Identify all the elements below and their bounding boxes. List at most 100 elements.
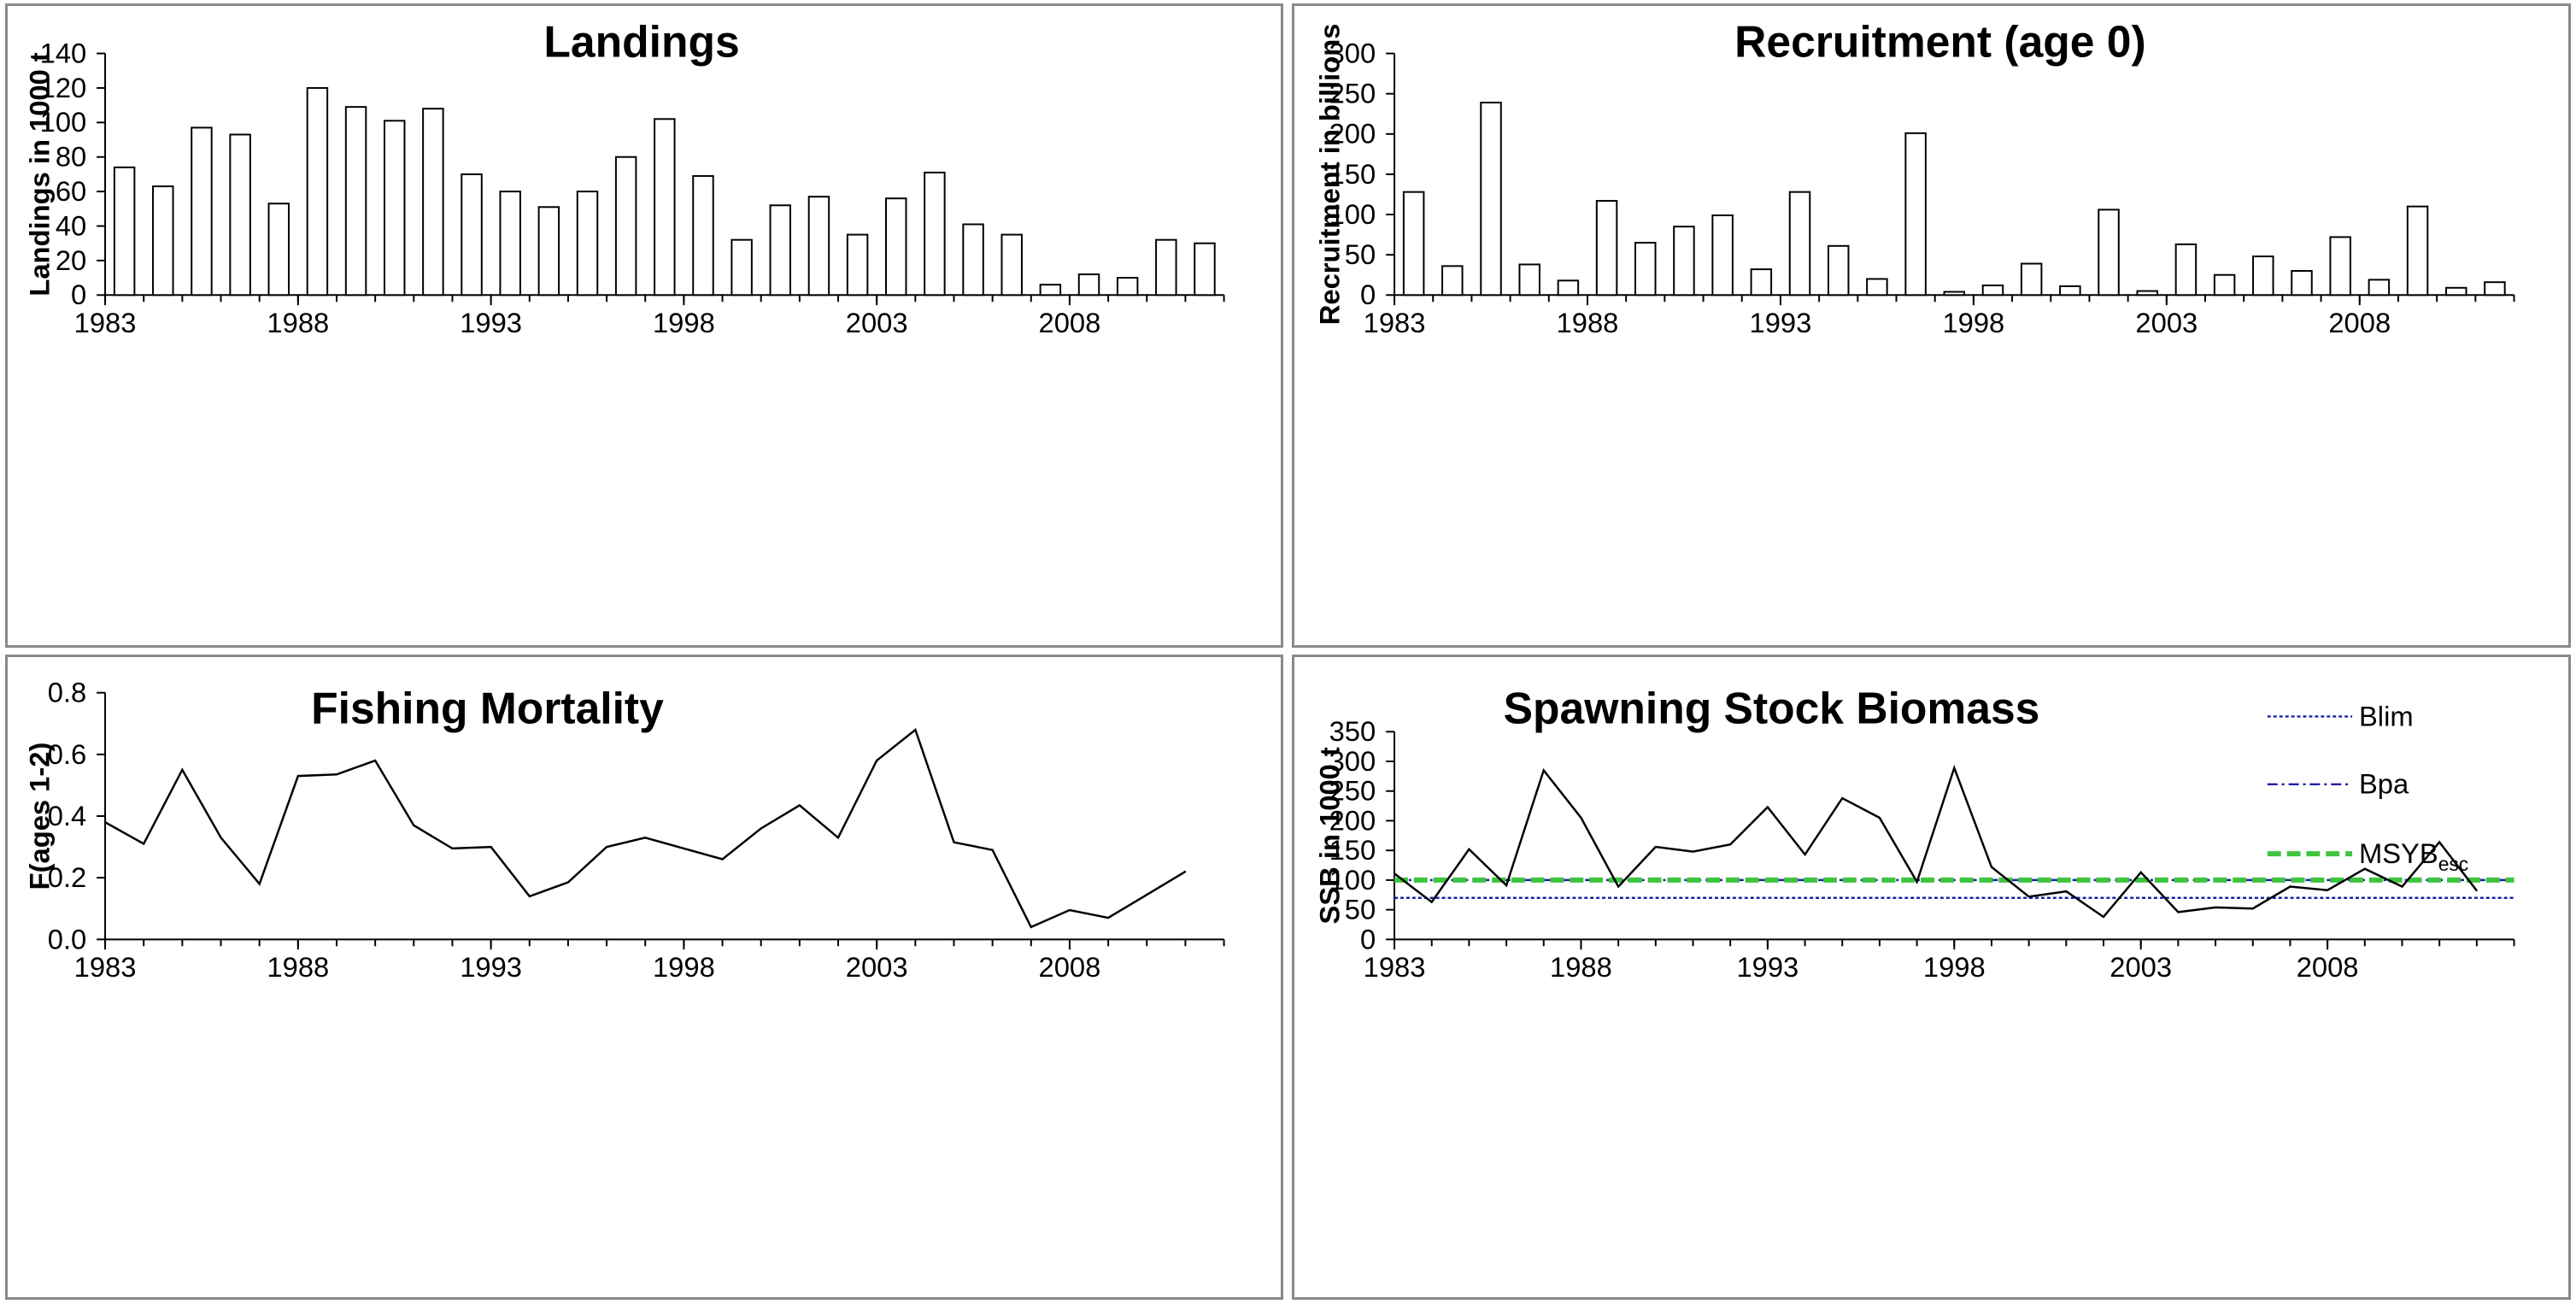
data-point-2004 xyxy=(914,729,917,731)
bar-2010 xyxy=(1155,238,1177,297)
bar-1986 xyxy=(1518,263,1540,297)
x-tick-label: 1998 xyxy=(1923,951,1986,983)
data-point-2008 xyxy=(2327,889,2328,891)
data-point-1994 xyxy=(528,896,531,897)
legend-label-bpa: Bpa xyxy=(2359,768,2409,800)
y-tick-label: 140 xyxy=(40,37,87,68)
bar-1989 xyxy=(344,106,367,297)
data-point-1999 xyxy=(1991,866,1992,868)
y-tick-label: 300 xyxy=(1329,745,1376,777)
x-tick-label: 1998 xyxy=(653,951,715,983)
data-point-1986 xyxy=(220,837,222,839)
data-point-1984 xyxy=(143,843,145,845)
x-tick-label: 1998 xyxy=(1942,307,2004,338)
bar-2009 xyxy=(1116,277,1139,297)
bar-1988 xyxy=(306,86,329,297)
data-point-2010 xyxy=(1146,894,1148,896)
landings-chart: Landings Landings in 1000 t 02040608010012… xyxy=(24,17,1225,338)
ssb-chart: Spawning Stock Biomass SSB in 1000 t 05010… xyxy=(1314,683,2515,983)
bar-2000 xyxy=(769,204,792,297)
data-point-2006 xyxy=(991,849,994,851)
data-point-2007 xyxy=(1030,926,1032,928)
y-tick-label: 0.8 xyxy=(48,677,86,708)
data-point-2009 xyxy=(1107,917,1109,919)
bar-2006 xyxy=(2291,270,2313,297)
data-point-2000 xyxy=(760,827,762,830)
legend-label-subscript: esc xyxy=(2438,853,2468,875)
data-point-2005 xyxy=(2215,907,2216,908)
x-tick-label: 2008 xyxy=(2328,307,2391,338)
y-tick-label: 60 xyxy=(56,175,86,207)
y-tick-label: 0 xyxy=(1360,923,1376,955)
bar-1994 xyxy=(537,206,560,297)
data-point-1994 xyxy=(1804,854,1806,855)
bar-2009 xyxy=(2406,205,2429,297)
bar-1987 xyxy=(267,203,290,297)
y-tick-label: 100 xyxy=(1329,198,1376,230)
ssb-panel: Spawning Stock Biomass SSB in 1000 t 0 50 10… xyxy=(1292,655,2571,1300)
y-tick-label: 0.2 xyxy=(48,861,86,893)
data-point-2003 xyxy=(2139,872,2142,873)
x-tick-label: 2008 xyxy=(1039,951,1101,983)
y-tick-label: 40 xyxy=(56,209,86,241)
bar-2010 xyxy=(2445,286,2467,297)
bar-1992 xyxy=(1750,268,1773,297)
bar-2003 xyxy=(885,197,907,297)
y-axis-label: F(ages 1-2) xyxy=(24,743,56,890)
data-point-2007 xyxy=(2289,885,2291,888)
x-tick-label: 1988 xyxy=(1550,951,1612,983)
bar-1988 xyxy=(1595,200,1618,297)
y-tick-label: 300 xyxy=(1329,37,1376,68)
bar-1989 xyxy=(1634,242,1657,297)
x-tick-label: 1993 xyxy=(460,951,522,983)
x-tick-label: 2003 xyxy=(2110,951,2172,983)
bar-2008 xyxy=(2368,279,2391,297)
x-tick-label: 2003 xyxy=(846,307,908,338)
y-tick-label: 0 xyxy=(71,279,86,310)
bar-2011 xyxy=(1194,242,1216,297)
bar-1996 xyxy=(1904,132,1927,297)
bar-1995 xyxy=(576,191,599,297)
data-point-2001 xyxy=(2065,890,2068,892)
legend-label-text: Blim xyxy=(2359,700,2414,731)
bar-1991 xyxy=(1711,214,1734,297)
y-tick-label: 250 xyxy=(1329,78,1376,109)
data-point-1993 xyxy=(490,846,492,848)
data-point-1991 xyxy=(1692,850,1694,853)
bar-1998 xyxy=(692,174,714,297)
y-axis-label: Recruitment in billions xyxy=(1314,24,1346,326)
recruitment-chart: Recruitment (age 0) Recruitment in billio… xyxy=(1314,17,2515,338)
data-point-1983 xyxy=(104,821,106,824)
y-tick-label: 250 xyxy=(1329,775,1376,807)
data-point-1998 xyxy=(683,848,685,849)
bar-2007 xyxy=(1039,284,1062,297)
recruitment-panel: Recruitment (age 0) Recruitment in billio… xyxy=(1292,3,2571,648)
data-point-2010 xyxy=(2401,885,2403,888)
legend-label-text: MSYB xyxy=(2359,837,2438,869)
x-tick-label: 2003 xyxy=(846,951,908,983)
x-tick-label: 1993 xyxy=(460,307,522,338)
y-tick-label: 200 xyxy=(1329,118,1376,150)
landings-panel: Landings Landings in 1000 t 0 20 40 60 80 100 12… xyxy=(5,3,1283,648)
bar-2011 xyxy=(2484,281,2506,297)
y-tick-label: 100 xyxy=(40,106,87,138)
y-tick-label: 20 xyxy=(56,244,86,276)
data-point-1983 xyxy=(1394,872,1395,875)
legend-label-text: Bpa xyxy=(2359,768,2409,800)
data-point-1990 xyxy=(1655,846,1657,848)
data-point-1988 xyxy=(297,775,299,777)
data-point-1997 xyxy=(644,837,647,839)
bar-1985 xyxy=(1480,102,1502,297)
legend-label-msyb: MSYBesc xyxy=(2359,837,2468,875)
data-point-1993 xyxy=(1767,806,1769,808)
y-tick-label: 50 xyxy=(1345,894,1376,925)
bar-1997 xyxy=(654,118,676,297)
data-point-1997 xyxy=(1916,881,1918,883)
data-point-1989 xyxy=(1617,885,1619,888)
bar-2003 xyxy=(2174,243,2198,297)
data-point-1989 xyxy=(336,773,337,776)
y-tick-label: 200 xyxy=(1329,804,1376,836)
data-point-1995 xyxy=(567,881,569,884)
data-point-1984 xyxy=(1430,901,1433,903)
bar-2005 xyxy=(2252,256,2274,297)
